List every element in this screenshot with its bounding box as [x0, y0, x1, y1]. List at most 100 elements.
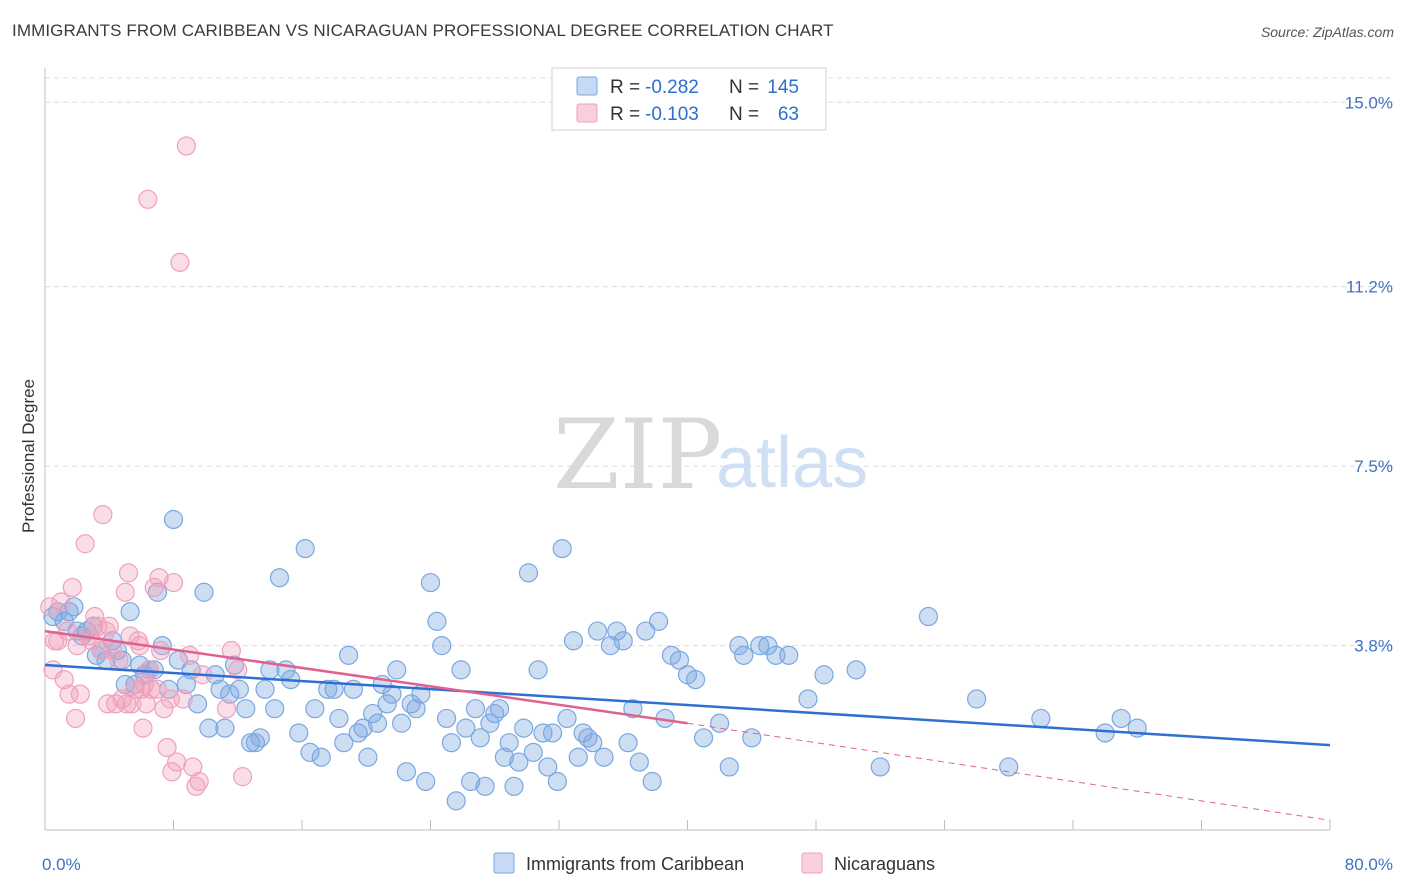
trend-line-nicaraguan-extension — [687, 722, 1331, 821]
caribbean-point-44 — [265, 699, 285, 719]
legend-box: R = -0.282 N = 145 R = -0.103 N = 63 — [551, 67, 827, 131]
caribbean-point-42 — [255, 679, 275, 699]
bottom-legend-swatch-nicaraguan — [801, 852, 823, 874]
caribbean-point-139 — [967, 689, 987, 709]
y-tick-label-2: 11.2% — [1346, 278, 1393, 297]
caribbean-point-80 — [451, 660, 471, 680]
caribbean-point-65 — [377, 694, 397, 714]
caribbean-point-112 — [613, 631, 633, 651]
caribbean-point-137 — [918, 606, 939, 627]
trend-lines — [44, 629, 1331, 821]
nicaraguan-point-49 — [163, 572, 184, 593]
caribbean-point-73 — [416, 771, 436, 792]
nicaraguan-point-4 — [51, 592, 71, 612]
caribbean-point-37 — [229, 679, 249, 699]
caribbean-point-86 — [480, 713, 500, 733]
nicaraguan-point-41 — [144, 577, 164, 598]
legend-n-value-2: 63 — [778, 104, 799, 125]
y-axis-label: Professional Degree — [19, 379, 38, 533]
nicaraguan-point-57 — [189, 771, 209, 792]
caribbean-point-61 — [358, 747, 378, 767]
caribbean-point-29 — [187, 694, 208, 714]
legend-r-label-2: R = — [610, 104, 640, 125]
nicaraguan-point-20 — [98, 694, 118, 714]
nicaraguan-point-35 — [133, 718, 153, 738]
watermark-zip: ZIP — [553, 399, 722, 511]
caribbean-point-62 — [363, 703, 383, 724]
nicaraguan-point-27 — [117, 694, 137, 714]
series-caribbean-points — [43, 509, 1147, 811]
nicaraguan-point-21 — [99, 616, 119, 636]
legend-n-label-1: N = — [729, 77, 759, 98]
nicaraguan-point-18 — [93, 505, 113, 525]
caribbean-point-83 — [465, 699, 486, 719]
caribbean-point-141 — [1031, 708, 1051, 729]
caribbean-point-143 — [1111, 708, 1131, 729]
legend-r-value-1: -0.282 — [645, 77, 699, 98]
nicaraguan-point-26 — [115, 582, 135, 602]
caribbean-point-95 — [523, 742, 543, 762]
legend-swatch-caribbean — [576, 76, 598, 96]
caribbean-point-114 — [623, 699, 643, 719]
caribbean-point-103 — [563, 631, 584, 651]
grid-lines — [45, 77, 1395, 647]
x-tick-labels: 0.0% 80.0% — [42, 855, 1393, 874]
caribbean-point-33 — [210, 679, 230, 699]
caribbean-point-82 — [461, 771, 481, 792]
nicaraguan-point-50 — [167, 752, 187, 772]
caribbean-point-41 — [250, 728, 270, 748]
nicaraguan-point-52 — [173, 689, 193, 709]
caribbean-point-25 — [163, 509, 184, 530]
caribbean-point-85 — [475, 776, 495, 796]
caribbean-point-134 — [798, 689, 818, 709]
caribbean-point-8 — [83, 616, 103, 636]
caribbean-point-88 — [489, 699, 510, 719]
caribbean-point-123 — [685, 669, 706, 690]
caribbean-point-100 — [547, 771, 567, 792]
bottom-legend-nicaraguan: Nicaraguans — [834, 854, 935, 874]
caribbean-point-31 — [199, 718, 219, 738]
caribbean-point-135 — [814, 665, 834, 685]
caribbean-point-104 — [568, 747, 588, 767]
nicaraguan-point-31 — [125, 679, 145, 699]
watermark: ZIP atlas — [553, 399, 868, 511]
nicaraguan-point-45 — [154, 699, 174, 719]
y-tick-label-3: 15.0% — [1345, 93, 1393, 112]
x-tick-label-max: 80.0% — [1345, 855, 1393, 874]
nicaraguan-point-12 — [75, 534, 95, 554]
caribbean-point-57 — [338, 645, 359, 665]
caribbean-point-91 — [504, 776, 524, 796]
nicaraguan-point-46 — [157, 737, 177, 758]
caribbean-point-67 — [387, 660, 407, 680]
trend-line-nicaraguan — [44, 629, 688, 725]
caribbean-point-79 — [446, 791, 466, 811]
caribbean-point-94 — [518, 563, 539, 583]
nicaraguan-point-43 — [149, 568, 169, 588]
caribbean-point-84 — [470, 728, 490, 748]
caribbean-point-138 — [870, 757, 890, 777]
caribbean-point-113 — [618, 733, 638, 753]
caribbean-point-35 — [220, 684, 240, 704]
caribbean-point-21 — [144, 660, 164, 680]
caribbean-point-78 — [441, 733, 461, 753]
nicaraguan-point-11 — [70, 684, 90, 704]
caribbean-point-51 — [305, 699, 325, 719]
caribbean-point-136 — [846, 660, 866, 680]
caribbean-point-63 — [367, 713, 388, 733]
caribbean-point-50 — [300, 742, 320, 762]
legend-r-value-2: -0.103 — [645, 104, 699, 125]
caribbean-point-53 — [318, 679, 338, 699]
caribbean-point-109 — [594, 747, 614, 767]
caribbean-point-90 — [499, 733, 519, 753]
caribbean-point-49 — [295, 539, 315, 559]
nicaraguan-point-59 — [216, 699, 237, 719]
caribbean-point-38 — [236, 699, 256, 719]
legend-swatch-nicaraguan — [576, 103, 598, 123]
caribbean-point-130 — [750, 636, 770, 656]
caribbean-point-60 — [353, 718, 373, 738]
nicaraguan-point-9 — [65, 708, 86, 729]
watermark-atlas: atlas — [716, 423, 868, 503]
nicaraguan-point-60 — [221, 640, 241, 661]
chart-title: IMMIGRANTS FROM CARIBBEAN VS NICARAGUAN … — [12, 21, 834, 40]
caribbean-point-4 — [64, 597, 84, 617]
